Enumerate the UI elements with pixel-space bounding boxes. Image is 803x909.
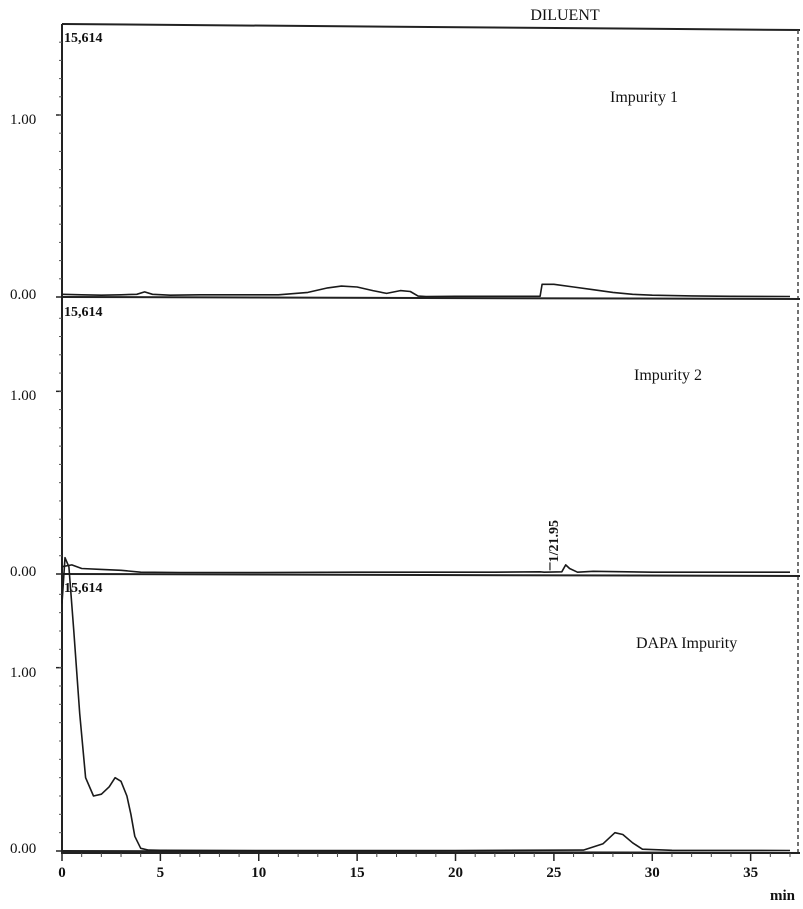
- baseline-line: [61, 573, 801, 577]
- panel-label: Impurity 1: [610, 89, 678, 106]
- x-axis: min 0 5 10 15 20 25 30 35: [58, 852, 800, 904]
- series-line-0: [61, 564, 790, 574]
- x-tick-label-1: 5: [157, 865, 165, 881]
- y-tick-label-0: 0.00: [10, 841, 36, 857]
- panel-label: DAPA Impurity: [636, 635, 737, 652]
- y-tick-label-1: 1.00: [10, 112, 36, 128]
- baseline-line: [61, 296, 801, 300]
- corner-value: 15,614: [64, 31, 103, 46]
- x-tick-label-2: 10: [251, 865, 266, 881]
- series-line-0: [61, 556, 791, 852]
- panel-label: Impurity 2: [634, 367, 702, 384]
- x-tick-label-0: 0: [58, 865, 66, 881]
- peak-annotation-0: 1/21.95: [547, 520, 562, 562]
- series-line-0: [61, 283, 791, 298]
- top-border-line: [61, 23, 801, 31]
- x-tick-label-7: 35: [743, 865, 758, 881]
- y-tick-label-0: 0.00: [10, 287, 36, 303]
- corner-value: 15,614: [64, 305, 103, 320]
- corner-value: 15,614: [64, 581, 103, 596]
- panel-impurity-2: 15,614 Impurity 2 0.00 1.00 1/21.95: [10, 305, 801, 580]
- x-tick-label-4: 20: [448, 865, 463, 881]
- figure-title: DILUENT: [530, 7, 600, 24]
- x-tick-label-3: 15: [350, 865, 365, 881]
- x-tick-label-6: 30: [645, 865, 660, 881]
- panel-dapa-impurity: 15,614 DAPA Impurity 0.00 1.00: [10, 556, 801, 857]
- y-tick-label-0: 0.00: [10, 564, 36, 580]
- y-tick-label-1: 1.00: [10, 388, 36, 404]
- panel-impurity-1: 15,614 Impurity 1 0.00 1.00: [10, 31, 801, 303]
- x-tick-label-5: 25: [546, 865, 561, 881]
- y-tick-label-1: 1.00: [10, 665, 36, 681]
- x-axis-unit: min: [770, 888, 796, 904]
